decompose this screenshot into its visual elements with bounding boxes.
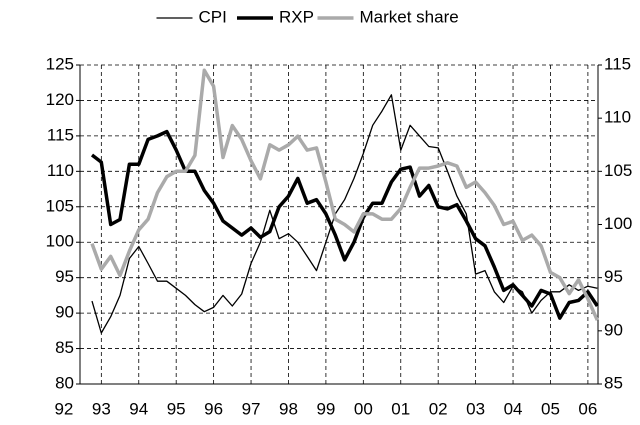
x-tick-label: 92 [54, 399, 73, 418]
x-tick-label: 93 [92, 399, 111, 418]
x-tick-label: 04 [504, 399, 523, 418]
y-tick-label: 100 [46, 232, 74, 251]
x-tick-label: 97 [242, 399, 261, 418]
x-tick-label: 05 [541, 399, 560, 418]
y2-tick-label: 105 [604, 161, 632, 180]
x-tick-label: 96 [204, 399, 223, 418]
x-tick-label: 95 [167, 399, 186, 418]
y-tick-label: 120 [46, 90, 74, 109]
x-tick-label: 98 [279, 399, 298, 418]
y-tick-label: 90 [55, 303, 74, 322]
legend-label: RXP [279, 7, 314, 26]
legend-label: CPI [199, 7, 227, 26]
series-line [90, 129, 599, 320]
y-tick-label: 105 [46, 196, 74, 215]
series-line [90, 68, 599, 321]
y-tick-label: 85 [55, 338, 74, 357]
x-tick-label: 00 [354, 399, 373, 418]
y-tick-label: 125 [46, 54, 74, 73]
x-tick-label: 94 [129, 399, 148, 418]
y2-tick-label: 100 [604, 214, 632, 233]
y2-tick-label: 110 [604, 108, 631, 127]
y2-tick-label: 95 [604, 267, 623, 286]
legend-label: Market share [360, 7, 459, 26]
x-tick-label: 02 [429, 399, 448, 418]
x-tick-label: 01 [391, 399, 410, 418]
y2-tick-label: 85 [604, 373, 623, 392]
x-tick-label: 99 [316, 399, 335, 418]
y-tick-label: 95 [55, 267, 74, 286]
y2-tick-label: 90 [604, 320, 623, 339]
x-tick-label: 06 [578, 399, 597, 418]
y2-tick-label: 115 [604, 54, 631, 73]
y-tick-label: 110 [47, 161, 74, 180]
y-tick-label: 115 [47, 125, 74, 144]
x-tick-label: 03 [466, 399, 485, 418]
y-tick-label: 80 [55, 373, 74, 392]
